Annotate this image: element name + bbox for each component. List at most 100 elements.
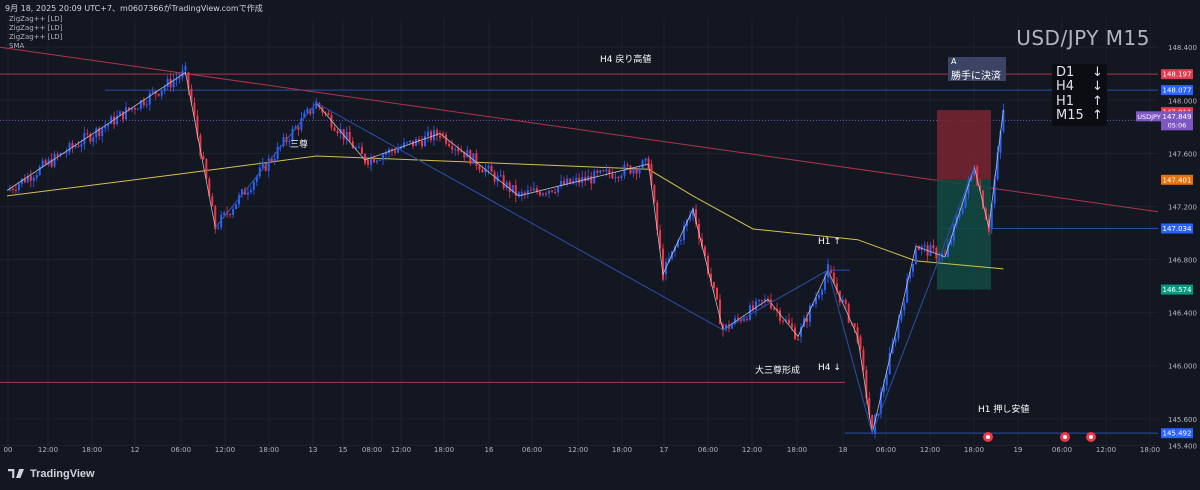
- candle-body: [824, 277, 826, 290]
- trend-arrow-h4: ↓: [1092, 79, 1103, 94]
- candle-body: [382, 154, 384, 160]
- candle-body: [364, 154, 366, 164]
- price-label-bg: [1161, 85, 1193, 96]
- candle-body: [674, 247, 676, 252]
- candle-body: [932, 245, 935, 248]
- candle-body: [175, 78, 178, 81]
- event-marker-dot: [1063, 435, 1067, 439]
- candle-body: [315, 101, 318, 109]
- candle-body: [59, 153, 62, 156]
- candle-body: [163, 87, 166, 91]
- candle-body: [475, 153, 478, 166]
- candle-body: [160, 90, 163, 96]
- candle-body: [788, 319, 790, 324]
- trend-tf-d1: D1: [1056, 65, 1075, 80]
- candle-body: [809, 305, 811, 322]
- indicator-legend-sma[interactable]: SMA: [9, 42, 25, 50]
- x-tick-label: 06:00: [171, 446, 191, 454]
- price-label: 148.197: [1163, 71, 1192, 79]
- candle-body: [990, 203, 993, 228]
- candle-body: [993, 179, 996, 204]
- price-label: 147.401: [1163, 176, 1192, 184]
- candle-body: [935, 247, 938, 259]
- candle-body: [944, 254, 947, 256]
- candle-body: [917, 246, 920, 251]
- price-label-bg: [1161, 174, 1193, 185]
- x-tick-label: 15: [339, 446, 348, 454]
- candle-body: [122, 111, 125, 120]
- candle-body: [418, 138, 420, 141]
- candle-body: [514, 185, 517, 196]
- symbol-watermark: USD/JPY M15: [1016, 26, 1150, 50]
- candle-body: [605, 169, 608, 172]
- candle-body: [710, 273, 712, 282]
- blue-swing-line: [214, 102, 975, 436]
- candle-body: [629, 165, 632, 174]
- candle-body: [979, 185, 982, 191]
- trend-summary-box: D1 ↓ H4 ↓ H1 ↑ M15 ↑: [1052, 64, 1107, 126]
- candle-body: [689, 215, 691, 220]
- x-tick-label: 18:00: [964, 446, 984, 454]
- candle-body: [560, 180, 563, 187]
- candle-body: [544, 193, 547, 195]
- candle-body: [578, 177, 581, 183]
- candle-body: [812, 303, 814, 306]
- candle-body: [240, 189, 243, 196]
- candle-body: [541, 193, 544, 196]
- candle-body: [291, 129, 294, 141]
- candle-body: [74, 145, 77, 148]
- candle-body: [125, 107, 127, 120]
- candle-body: [288, 140, 291, 142]
- candle-body: [427, 131, 429, 137]
- candle-body: [644, 158, 647, 161]
- candle-body: [47, 159, 50, 165]
- candle-body: [961, 207, 964, 214]
- candle-body: [608, 169, 611, 175]
- candle-body: [71, 143, 74, 148]
- candle-body: [357, 146, 360, 148]
- indicator-legend-zigzag-3[interactable]: ZigZag++ [LD]: [9, 33, 63, 41]
- candle-body: [815, 297, 817, 304]
- candle-body: [415, 138, 417, 146]
- indicator-legend-zigzag-1[interactable]: ZigZag++ [LD]: [9, 15, 63, 23]
- candle-body: [367, 160, 369, 165]
- candle-body: [871, 415, 874, 429]
- candle-body: [56, 153, 59, 156]
- candle-body: [806, 318, 808, 322]
- candle-body: [650, 164, 653, 185]
- note-callout[interactable]: A 勝手に決済: [948, 57, 1006, 82]
- candle-body: [472, 153, 475, 164]
- brand-name: TradingView: [30, 468, 95, 480]
- candle-body: [345, 132, 348, 140]
- candle-body: [832, 272, 835, 284]
- candle-body: [520, 192, 523, 196]
- candle-body: [457, 148, 460, 152]
- tradingview-logo[interactable]: TradingView: [8, 468, 95, 480]
- y-tick-label: 146.000: [1168, 363, 1197, 371]
- candle-body: [169, 78, 172, 88]
- candle-body: [923, 245, 926, 247]
- x-tick-label: 18:00: [82, 446, 102, 454]
- candle-body: [572, 180, 575, 184]
- candle-body: [511, 185, 514, 192]
- candle-body: [548, 190, 551, 194]
- candle-body: [376, 160, 378, 163]
- y-tick-label: 146.400: [1168, 310, 1197, 318]
- candle-body: [749, 305, 751, 320]
- candle-body: [139, 100, 142, 109]
- label-h1-up: H1 ↑: [818, 237, 841, 247]
- indicator-legend-zigzag-2[interactable]: ZigZag++ [LD]: [9, 24, 63, 32]
- candle-body: [148, 92, 151, 105]
- candle-body: [445, 134, 448, 144]
- candle-body: [602, 170, 605, 172]
- candle-body: [187, 72, 190, 89]
- candle-body: [136, 108, 139, 110]
- label-h1-pullback-low: H1 押し安値: [978, 405, 1030, 415]
- candle-body: [626, 164, 629, 166]
- candle-body: [370, 157, 372, 165]
- candle-body: [620, 175, 623, 179]
- candle-body: [716, 287, 718, 300]
- candle-body: [868, 397, 871, 416]
